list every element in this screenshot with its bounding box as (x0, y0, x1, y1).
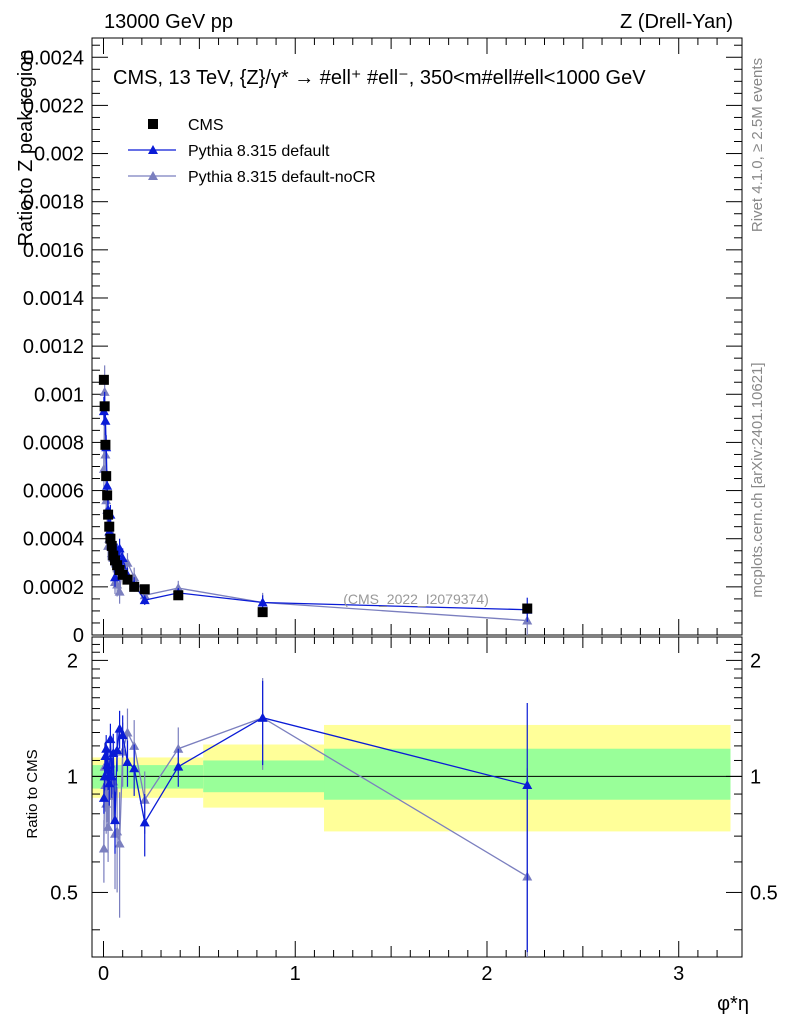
mcplots-reference: mcplots.cern.ch [arXiv:2401.10621] (749, 362, 766, 597)
y-tick-label: 0.001 (34, 384, 84, 406)
y-tick-label: 0.0004 (23, 529, 84, 551)
y-tick-label: 0.002 (34, 144, 84, 166)
data-point-ratio (522, 780, 533, 790)
data-point-ratio (257, 712, 268, 722)
data-point-cms (105, 533, 116, 544)
ratio-axis-label: Ratio to CMS (24, 749, 41, 838)
data-point-main (99, 386, 110, 396)
y-tick-label: 0.0006 (23, 481, 84, 503)
ratio-tick-label-left: 0.5 (50, 882, 78, 904)
data-point-ratio (173, 761, 184, 771)
y-axis-label: Ratio to Z peak region (15, 50, 37, 247)
data-point-cms (101, 471, 112, 482)
data-point-ratio (122, 756, 133, 766)
data-series (98, 365, 533, 957)
y-tick-label: 0.0014 (23, 288, 84, 310)
data-point-ratio (103, 821, 114, 831)
legend-label: CMS (188, 117, 224, 134)
y-tick-label: 0.0016 (23, 240, 84, 262)
data-point-cms (102, 490, 113, 501)
data-point-main (100, 449, 111, 459)
data-point-cms (129, 581, 140, 592)
data-point-cms (522, 603, 533, 614)
legend-label: Pythia 8.315 default-noCR (188, 169, 376, 186)
data-point-cms (98, 374, 109, 385)
tick-labels: 0 0.0002 0.0004 0.0006 0.0008 0.001 0.0012 0.00… (23, 47, 778, 985)
watermark: (CMS_2022_I2079374) (343, 591, 489, 607)
data-point-main (110, 572, 121, 582)
ratio-tick-label-right: 1 (750, 766, 761, 788)
data-point-cms (173, 590, 184, 601)
data-point-ratio (139, 817, 150, 827)
data-point-cms (106, 540, 117, 551)
axis-ticks (92, 38, 742, 957)
data-point-cms (139, 584, 150, 595)
data-point-main (257, 597, 268, 607)
data-point-main (114, 586, 125, 596)
y-tick-label: 0.0024 (23, 47, 84, 69)
data-point-cms (100, 439, 111, 450)
data-point-ratio (106, 771, 117, 781)
data-point-ratio (129, 763, 140, 773)
data-point-ratio (112, 745, 123, 755)
data-point-ratio (114, 838, 125, 848)
chart-title: CMS, 13 TeV, {Z}/γ* → #ell⁺ #ell⁻, 350<m… (113, 67, 646, 89)
data-point-ratio (103, 764, 114, 774)
data-point-ratio (98, 792, 109, 802)
data-point-ratio (105, 734, 116, 744)
data-point-main (102, 480, 113, 490)
data-point-ratio (98, 843, 109, 853)
series-2 (98, 365, 533, 957)
legend: CMS Pythia 8.315 default Pythia 8.315 defa… (128, 117, 376, 186)
y-tick-label: 0.0012 (23, 336, 84, 358)
data-point-main (100, 415, 111, 425)
data-point-cms (257, 607, 268, 618)
y-tick-label: 0.0018 (23, 192, 84, 214)
y-tick-label: 0 (73, 625, 84, 647)
ratio-tick-label-right: 0.5 (750, 882, 778, 904)
data-point-ratio (101, 743, 112, 753)
data-point-main (173, 583, 184, 593)
series-1 (98, 391, 533, 953)
x-tick-label: 2 (481, 963, 492, 985)
plot-frames (91, 37, 743, 958)
data-point-main (139, 595, 150, 605)
rivet-version: Rivet 4.1.0, ≥ 2.5M events (749, 58, 766, 232)
x-tick-label: 1 (290, 963, 301, 985)
data-point-cms (122, 574, 133, 585)
y-tick-label: 0.0002 (23, 577, 84, 599)
ratio-tick-label-left: 2 (67, 650, 78, 672)
y-tick-label: 0.0008 (23, 432, 84, 454)
x-tick-label: 0 (98, 963, 109, 985)
data-point-cms (104, 521, 115, 532)
data-point-cms (99, 401, 110, 412)
legend-label: Pythia 8.315 default (188, 143, 330, 160)
legend-marker (148, 171, 158, 180)
data-point-ratio (110, 815, 121, 825)
header-right: Z (Drell-Yan) (620, 11, 733, 33)
y-tick-label: 0.0022 (23, 95, 84, 117)
x-tick-label: 3 (673, 963, 684, 985)
data-point-cms (103, 509, 114, 520)
series-line-main (103, 391, 528, 622)
ratio-tick-label-left: 1 (67, 766, 78, 788)
header-left: 13000 GeV pp (104, 11, 233, 33)
series-0 (98, 374, 533, 618)
ratio-tick-label-right: 2 (750, 650, 761, 672)
x-axis-label: φ*η (717, 993, 749, 1015)
ratio-frame (91, 636, 743, 958)
data-point-ratio (117, 730, 128, 740)
series-line-main (103, 406, 528, 611)
data-point-main (117, 552, 128, 562)
ratio-bands (92, 724, 731, 832)
legend-marker-cms (148, 119, 158, 129)
main-frame (91, 37, 743, 636)
data-point-ratio (173, 743, 184, 753)
legend-marker (148, 145, 158, 154)
